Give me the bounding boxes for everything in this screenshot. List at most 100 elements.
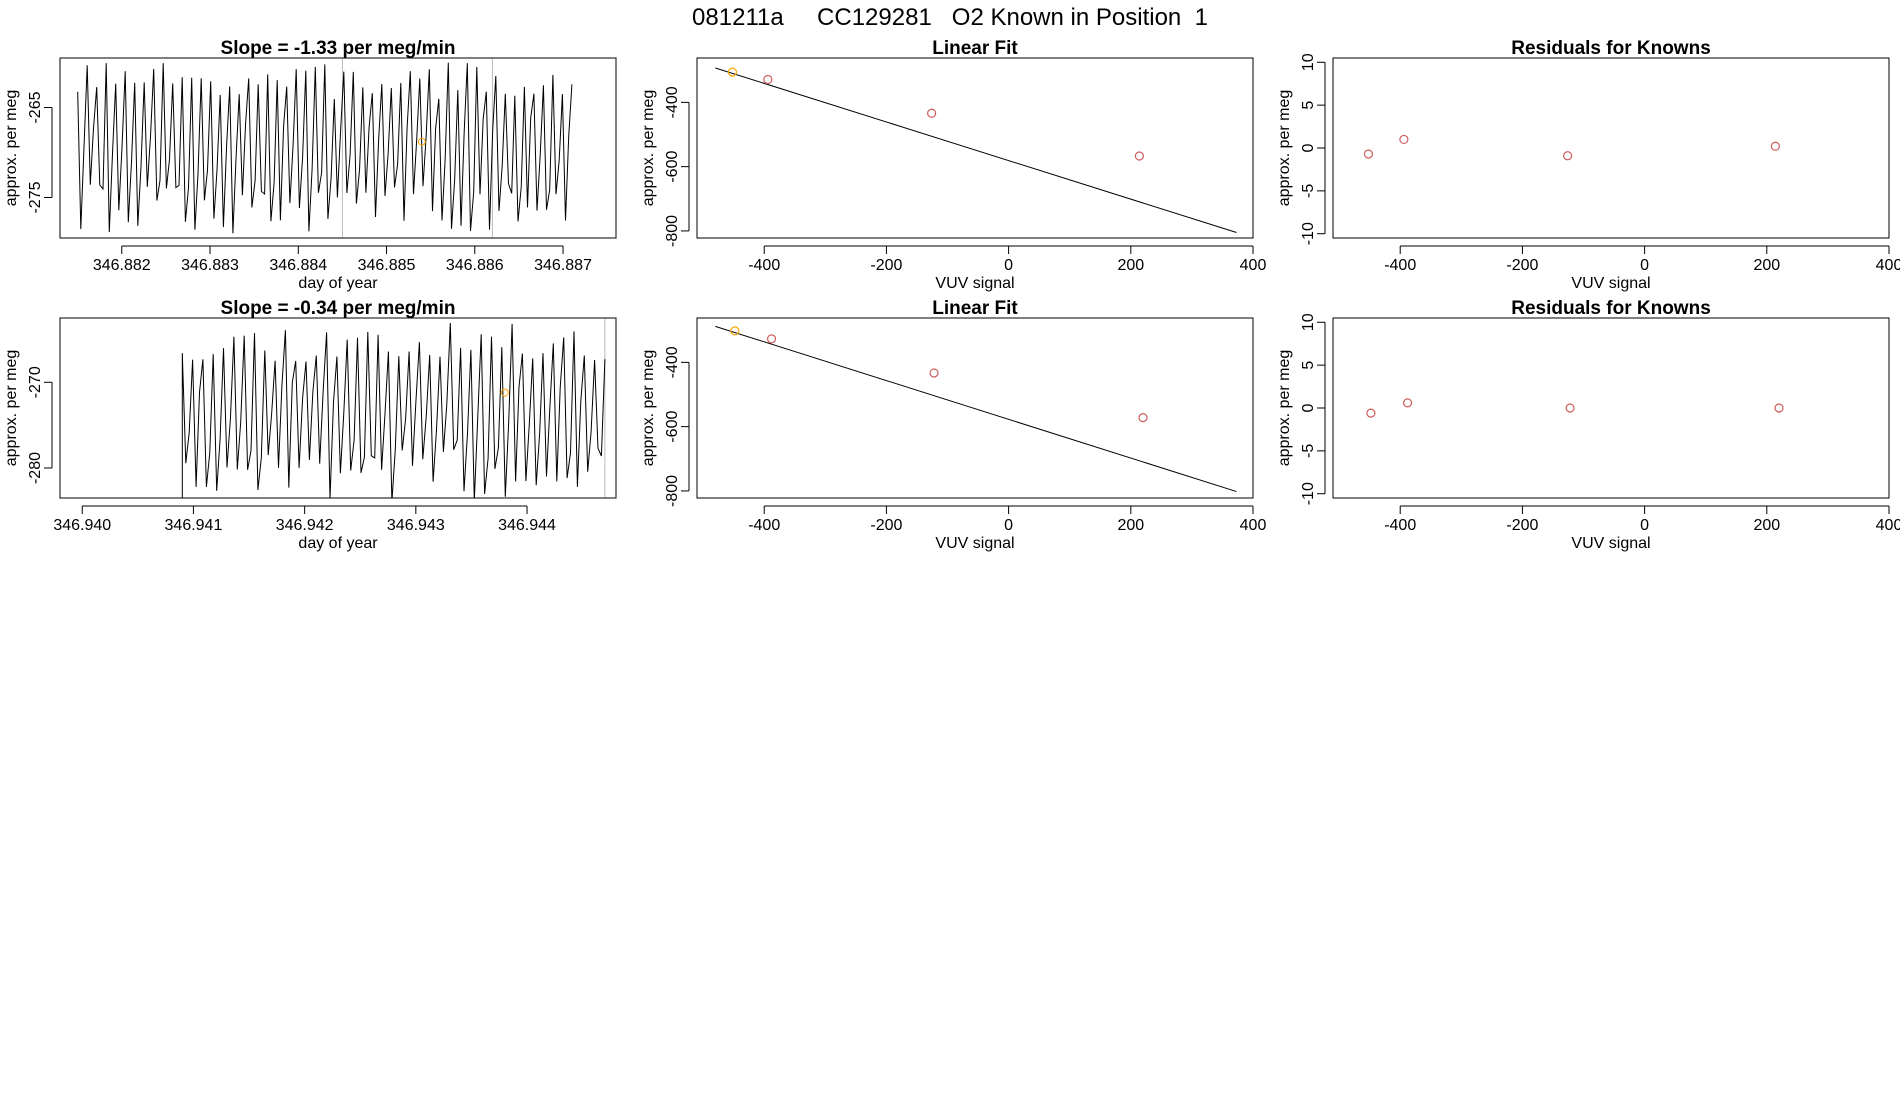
x-tick-label: 400	[1240, 257, 1267, 274]
data-point	[727, 67, 738, 77]
x-tick-label: 400	[1876, 517, 1900, 534]
plot-area	[1363, 134, 1780, 161]
x-tick-label: 346.886	[446, 257, 504, 274]
x-tick-label: 346.882	[93, 257, 151, 274]
x-axis-label: VUV signal	[935, 535, 1014, 552]
y-tick-label: -280	[27, 452, 44, 484]
y-axis-label: approx. per meg	[640, 350, 657, 467]
y-tick-label: -800	[664, 215, 681, 247]
data-point	[927, 108, 937, 118]
y-tick-label: -400	[664, 346, 681, 378]
x-tick-label: -400	[1384, 517, 1416, 534]
y-tick-label: -600	[664, 151, 681, 183]
x-tick-label: -400	[748, 257, 780, 274]
x-tick-label: 200	[1753, 257, 1780, 274]
plot-frame	[696, 317, 1254, 499]
x-axis-label: day of year	[298, 535, 378, 552]
x-tick-label: 346.884	[269, 257, 327, 274]
plot-title: Slope = -0.34 per meg/min	[221, 298, 456, 319]
x-tick-label: 0	[1004, 517, 1013, 534]
y-tick-label: -10	[1300, 482, 1317, 505]
y-axis-label: approx. per meg	[3, 350, 20, 467]
y-tick-label: -800	[664, 475, 681, 507]
plot-title: Slope = -1.33 per meg/min	[221, 38, 456, 59]
y-tick-label: -10	[1300, 222, 1317, 245]
x-tick-label: 346.887	[534, 257, 592, 274]
y-tick-label: -5	[1300, 184, 1317, 198]
data-point	[1134, 151, 1144, 161]
plot-area	[77, 58, 573, 238]
x-tick-label: 346.941	[165, 517, 223, 534]
data-point	[730, 326, 740, 336]
chart-res2: Residuals for Knowns -400 -200 0 200 400 VUV s…	[1276, 298, 1900, 552]
x-tick-label: 400	[1876, 257, 1900, 274]
plot-area	[60, 318, 606, 498]
x-tick-label: 200	[1117, 517, 1144, 534]
x-tick-label: -200	[870, 517, 902, 534]
y-tick-label: 0	[1300, 143, 1317, 152]
y-axis-label: approx. per meg	[1276, 90, 1293, 207]
plot-title: Linear Fit	[932, 298, 1018, 319]
x-tick-label: -400	[1384, 257, 1416, 274]
x-tick-label: 346.883	[181, 257, 239, 274]
x-axis-label: day of year	[298, 275, 378, 292]
x-tick-label: 0	[1004, 257, 1013, 274]
data-point	[929, 368, 939, 378]
x-tick-label: -200	[1506, 257, 1538, 274]
plot-frame	[1332, 57, 1890, 239]
x-tick-label: 200	[1753, 517, 1780, 534]
y-axis-label: approx. per meg	[3, 90, 20, 207]
plot-frame	[59, 317, 617, 499]
y-tick-label: 10	[1300, 313, 1317, 331]
data-point	[1563, 151, 1573, 161]
x-tick-label: 200	[1117, 257, 1144, 274]
data-point	[763, 74, 773, 85]
chart-fit1: Linear Fit -400 -200 0 200 400 VUV signal -400 -…	[640, 38, 1266, 292]
data-trace	[77, 62, 573, 234]
data-point	[1770, 141, 1780, 151]
plot-area	[715, 67, 1237, 234]
x-tick-label: 346.885	[358, 257, 416, 274]
plot-title: Residuals for Knowns	[1511, 38, 1711, 59]
data-trace	[60, 322, 606, 498]
data-point	[1363, 149, 1374, 159]
x-tick-label: 0	[1640, 257, 1649, 274]
x-tick-label: -200	[1506, 517, 1538, 534]
plot-area	[715, 325, 1237, 493]
plot-title: Linear Fit	[932, 38, 1018, 59]
y-tick-label: -400	[664, 86, 681, 118]
chart-ts2: Slope = -0.34 per meg/min 346.940 346.941 3…	[3, 298, 617, 552]
y-tick-label: -600	[664, 411, 681, 443]
plot-frame	[1332, 317, 1890, 499]
x-tick-label: -200	[870, 257, 902, 274]
y-tick-label: 10	[1300, 53, 1317, 71]
plot-frame	[696, 57, 1254, 239]
y-tick-label: -265	[27, 91, 44, 123]
data-point	[1402, 398, 1413, 408]
y-tick-label: 5	[1300, 361, 1317, 370]
plot-title: Residuals for Knowns	[1511, 298, 1711, 319]
x-tick-label: 346.940	[53, 517, 111, 534]
x-axis-label: VUV signal	[1571, 535, 1650, 552]
data-point	[1774, 403, 1784, 413]
y-axis-label: approx. per meg	[640, 90, 657, 207]
data-point	[1366, 408, 1376, 418]
x-tick-label: 346.942	[276, 517, 334, 534]
chart-fit2: Linear Fit -400 -200 0 200 400 VUV signal -400 -…	[640, 298, 1266, 552]
x-tick-label: 400	[1240, 517, 1267, 534]
page-title: 081211a CC129281 O2 Known in Position 1	[692, 4, 1208, 31]
x-tick-label: 0	[1640, 517, 1649, 534]
x-axis-label: VUV signal	[935, 275, 1014, 292]
x-tick-label: -400	[748, 517, 780, 534]
y-tick-label: 5	[1300, 101, 1317, 110]
data-point	[1399, 134, 1409, 145]
chart-res1: Residuals for Knowns -400 -200 0 200 400 VUV s…	[1276, 38, 1900, 292]
y-axis-label: approx. per meg	[1276, 350, 1293, 467]
y-tick-label: -5	[1300, 444, 1317, 458]
y-tick-label: -275	[27, 181, 44, 213]
fit-line	[715, 325, 1237, 493]
x-tick-label: 346.944	[498, 517, 556, 534]
highlight-marker	[417, 137, 426, 146]
x-tick-label: 346.943	[387, 517, 445, 534]
